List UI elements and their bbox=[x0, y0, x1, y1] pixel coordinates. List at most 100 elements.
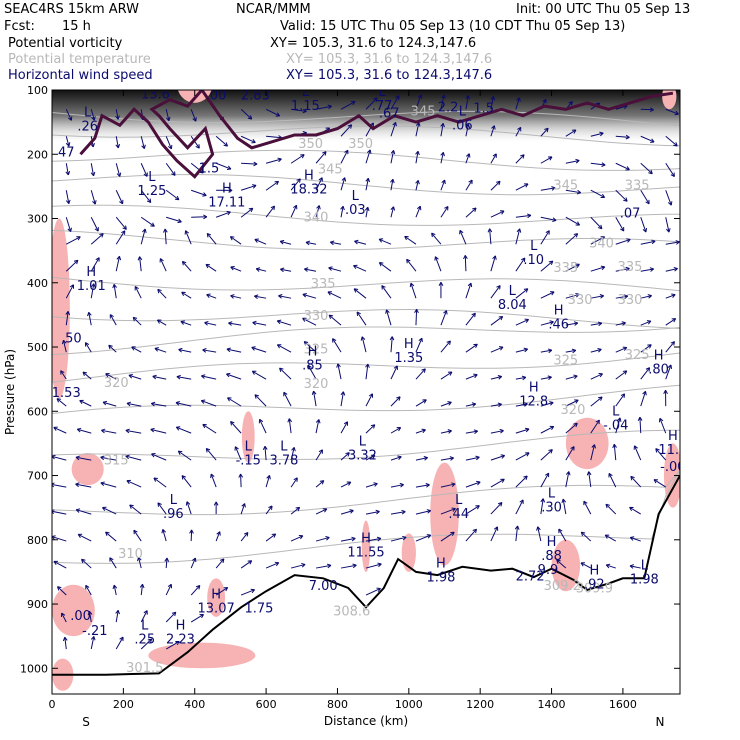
wind-arrowhead bbox=[401, 509, 406, 515]
wind-vector bbox=[565, 233, 579, 245]
wind-arrowhead bbox=[328, 314, 334, 320]
wind-arrowhead bbox=[390, 178, 395, 184]
wind-vector bbox=[279, 367, 292, 380]
wind-arrowhead bbox=[626, 238, 631, 243]
wind-arrowhead bbox=[226, 347, 231, 353]
wind-arrowhead bbox=[293, 477, 298, 482]
wind-arrowhead bbox=[75, 482, 80, 488]
field-pv-xy: XY= 105.3, 31.6 to 124.3,147.6 bbox=[270, 36, 476, 51]
wind-arrowhead bbox=[243, 532, 249, 537]
wind-arrowhead bbox=[556, 559, 561, 564]
wind-vector bbox=[234, 446, 242, 461]
wind-arrowhead bbox=[673, 266, 678, 272]
wind-arrowhead bbox=[351, 536, 356, 542]
x-tick-label: 0 bbox=[49, 698, 56, 711]
wind-arrowhead bbox=[115, 609, 120, 615]
wind-arrowhead bbox=[451, 482, 456, 487]
wind-arrowhead bbox=[666, 228, 671, 233]
wind-arrowhead bbox=[253, 161, 258, 167]
wind-vector bbox=[140, 163, 148, 177]
wind-vector bbox=[490, 403, 502, 407]
wind-arrowhead bbox=[667, 201, 673, 206]
wind-arrowhead bbox=[112, 584, 118, 590]
wind-vector bbox=[190, 614, 204, 623]
wind-arrowhead bbox=[125, 428, 130, 434]
wind-arrowhead bbox=[670, 172, 675, 177]
wind-vector bbox=[180, 321, 192, 326]
theta-contour bbox=[52, 352, 680, 383]
wind-vector bbox=[653, 479, 666, 488]
wind-arrowhead bbox=[547, 348, 553, 354]
wind-vector bbox=[240, 560, 252, 569]
wind-arrowhead bbox=[472, 528, 477, 534]
pv-fill-region bbox=[551, 539, 581, 592]
wind-vector bbox=[440, 483, 456, 488]
extremum-symbol: L bbox=[280, 440, 288, 455]
wind-vector bbox=[605, 503, 617, 515]
extremum-symbol: L bbox=[302, 85, 310, 100]
wind-arrowhead bbox=[275, 112, 281, 117]
theta-contour-layer bbox=[52, 110, 680, 564]
wind-arrowhead bbox=[649, 107, 654, 113]
wind-arrowhead bbox=[658, 417, 664, 423]
wind-vector bbox=[264, 446, 267, 461]
south-end-label: S bbox=[82, 715, 90, 729]
wind-vector bbox=[356, 311, 367, 326]
wind-arrowhead bbox=[498, 315, 504, 321]
wind-arrowhead bbox=[573, 422, 578, 428]
forecast-label: Fcst: bbox=[4, 19, 35, 34]
wind-arrowhead bbox=[580, 562, 585, 567]
wind-vector bbox=[115, 136, 119, 149]
wind-arrowhead bbox=[65, 142, 71, 147]
wind-vector bbox=[365, 363, 369, 380]
wind-vector bbox=[415, 94, 422, 110]
wind-arrowhead bbox=[76, 427, 82, 433]
wind-arrowhead bbox=[87, 610, 93, 616]
wind-vector bbox=[240, 207, 254, 218]
wind-vector bbox=[640, 189, 650, 205]
wind-arrowhead bbox=[154, 347, 159, 352]
wind-vector bbox=[390, 427, 401, 434]
wind-vector bbox=[125, 455, 142, 461]
wind-arrowhead bbox=[129, 504, 134, 509]
y-tick-label: 500 bbox=[27, 341, 48, 354]
wind-vector bbox=[590, 419, 600, 434]
wind-vector bbox=[515, 452, 530, 461]
wind-vector bbox=[340, 101, 356, 110]
wind-vector bbox=[515, 525, 519, 542]
extremum-value: .85 bbox=[302, 359, 323, 374]
extremum-value: 47 bbox=[58, 145, 75, 160]
extremum-value: 3.78 bbox=[269, 454, 298, 469]
wind-vector bbox=[240, 503, 246, 515]
wind-vector bbox=[440, 371, 453, 380]
pv-fill-region bbox=[361, 520, 371, 572]
wind-arrowhead bbox=[137, 256, 143, 261]
extremum-symbol: H bbox=[176, 618, 186, 633]
wind-arrowhead bbox=[254, 238, 259, 243]
pv-fill-region bbox=[401, 533, 416, 572]
wind-arrowhead bbox=[370, 424, 376, 429]
wind-arrowhead bbox=[575, 158, 580, 164]
wind-vector bbox=[361, 336, 367, 353]
wind-vector bbox=[615, 346, 627, 353]
wind-vector bbox=[365, 454, 376, 461]
wind-vector bbox=[386, 309, 392, 326]
wind-vector bbox=[540, 321, 554, 326]
wind-vector bbox=[181, 475, 192, 488]
wind-vector bbox=[379, 262, 392, 272]
wind-arrowhead bbox=[622, 370, 628, 375]
extremum-value: 50 bbox=[65, 332, 82, 347]
wind-vector bbox=[490, 478, 505, 488]
wind-arrowhead bbox=[370, 454, 376, 459]
wind-arrowhead bbox=[651, 239, 656, 245]
wind-vector bbox=[230, 236, 242, 245]
wind-vector bbox=[313, 390, 317, 407]
wind-vector bbox=[307, 365, 317, 380]
wind-vector bbox=[283, 391, 292, 407]
wind-vector bbox=[590, 396, 603, 407]
wind-vector bbox=[278, 295, 292, 299]
wind-arrowhead bbox=[180, 320, 185, 325]
wind-vector bbox=[252, 370, 267, 380]
wind-arrowhead bbox=[319, 480, 325, 485]
wind-vector bbox=[61, 612, 67, 623]
